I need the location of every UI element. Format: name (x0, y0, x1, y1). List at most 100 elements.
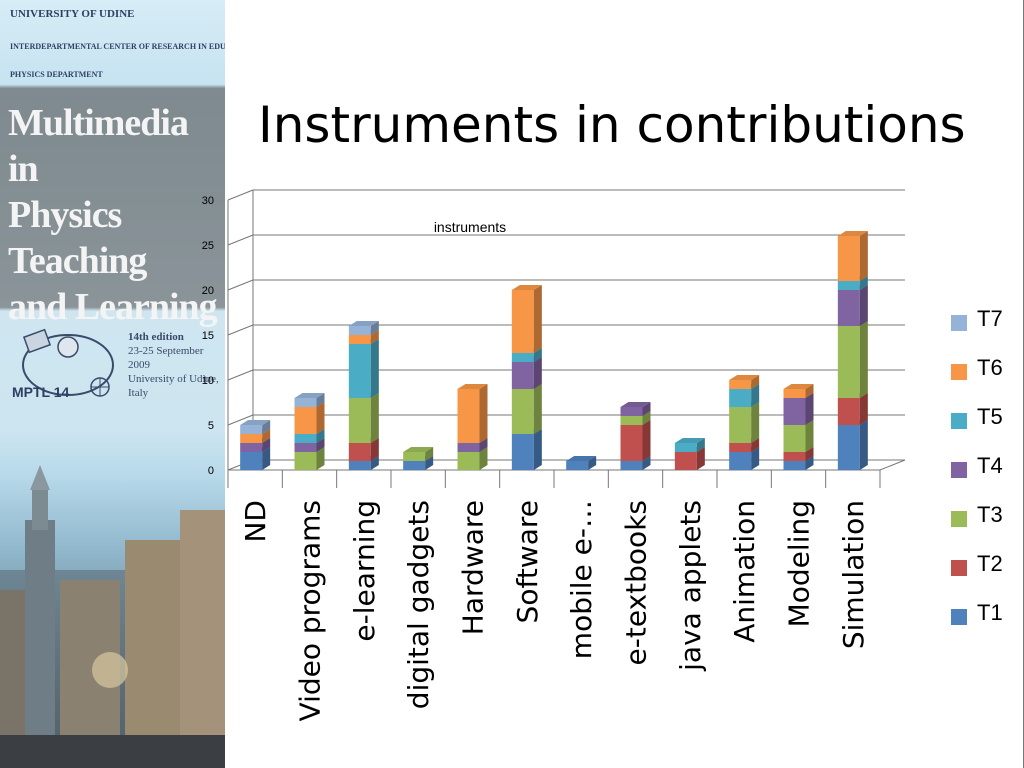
bar-segment-t6 (294, 407, 317, 434)
bar-segment-t1 (620, 461, 643, 470)
bar-segments (240, 231, 868, 470)
slide-title: Instruments in contributions (258, 95, 966, 154)
bar-side-t5 (370, 339, 379, 398)
edition-label: 14th edition (128, 331, 184, 343)
legend-swatch (951, 413, 967, 429)
bar-segment-t4 (457, 443, 480, 452)
bar-segment-t6 (837, 236, 860, 281)
bar-segment-t5 (294, 434, 317, 443)
legend-swatch (951, 609, 967, 625)
bar-segment-t2 (837, 398, 860, 425)
x-tick-label: Video programs (294, 500, 327, 721)
y-axis-tick-labels: 0 5 10 15 20 25 30 (202, 195, 214, 477)
bar-side-t2 (805, 447, 814, 461)
bar-top-t5 (674, 438, 705, 443)
bar-side-t3 (425, 447, 434, 461)
bar-side-t1 (262, 447, 271, 470)
bar-side-t5 (751, 384, 760, 407)
x-tick-label: Hardware (457, 500, 490, 635)
bar-top-t7 (240, 420, 271, 425)
bar-side-t5 (696, 438, 705, 452)
bar-segment-t6 (348, 335, 371, 344)
bar-side-t2 (751, 438, 760, 452)
bar-side-t1 (642, 456, 651, 470)
bar-side-t1 (425, 456, 434, 470)
bar-segment-t5 (837, 281, 860, 290)
bar-side-t1 (588, 456, 597, 470)
floor-edge (879, 459, 906, 471)
conference-banner: UNIVERSITY OF UDINE INTERDEPARTMENTAL CE… (0, 0, 225, 768)
x-tick-label: e-textbooks (620, 500, 653, 665)
bar-segment-t4 (837, 290, 860, 326)
conference-dates: 23-25 September 2009 (128, 345, 204, 371)
legend-swatch (951, 560, 967, 576)
legend-label: T2 (977, 551, 1003, 576)
x-tick-label: java applets (674, 500, 707, 672)
bar-segment-t3 (348, 398, 371, 443)
bar-segment-t2 (729, 443, 752, 452)
bar-segment-t1 (511, 434, 534, 470)
bar-top-t6 (783, 384, 814, 389)
bar-side-t6 (479, 384, 488, 443)
bar-side-t4 (262, 438, 271, 452)
gridline (227, 369, 254, 381)
bar-segment-t6 (240, 434, 263, 443)
bar-side-t4 (479, 438, 488, 452)
bar-side-t3 (642, 411, 651, 425)
bar-side-t7 (316, 393, 325, 407)
edition-info: 14th edition 23-25 September 2009 Univer… (128, 330, 223, 400)
y-tick-label: 0 (208, 465, 214, 477)
x-tick-label: Simulation (837, 500, 870, 649)
bar-segment-t5 (511, 353, 534, 362)
bar-segment-t3 (457, 452, 480, 470)
bar-segment-t6 (729, 380, 752, 389)
gridline (227, 234, 254, 246)
bar-top-t6 (729, 375, 760, 380)
gridline (227, 324, 254, 336)
bar-top-t7 (294, 393, 325, 398)
department-name: PHYSICS DEPARTMENT (10, 70, 103, 79)
bar-side-t2 (859, 393, 868, 425)
bar-segment-t7 (348, 326, 371, 335)
bar-segment-t6 (511, 290, 534, 353)
legend-label: T6 (977, 355, 1003, 380)
bar-segment-t6 (783, 389, 806, 398)
legend-label: T7 (977, 306, 1003, 331)
bar-side-t1 (859, 420, 868, 470)
bar-side-t7 (262, 420, 271, 434)
gridline (227, 279, 254, 291)
bar-top-t7 (348, 321, 379, 326)
x-tick-label: mobile e-… (565, 500, 598, 659)
bar-side-t4 (859, 285, 868, 326)
bar-side-t3 (533, 384, 542, 434)
bar-side-t3 (859, 321, 868, 398)
conference-title-line: Physics Teaching (8, 194, 147, 282)
legend-swatch (951, 364, 967, 380)
bar-segment-t6 (457, 389, 480, 443)
bar-side-t5 (859, 276, 868, 290)
y-tick-label: 20 (202, 285, 214, 297)
conference-title-line: and Learning (8, 286, 218, 328)
bar-segment-t2 (783, 452, 806, 461)
bar-side-t3 (479, 447, 488, 470)
legend-label: T5 (977, 404, 1003, 429)
gridline (227, 189, 254, 201)
conference-title: Multimedia in Physics Teaching and Learn… (8, 100, 218, 330)
bar-side-t6 (316, 402, 325, 434)
bar-segment-t3 (620, 416, 643, 425)
bar-top-t6 (511, 285, 542, 290)
bar-segment-t4 (783, 398, 806, 425)
bar-side-t2 (370, 438, 379, 461)
bar-top-t4 (620, 402, 651, 407)
legend-label: T4 (977, 453, 1003, 478)
bar-segment-t4 (240, 443, 263, 452)
bar-side-t6 (805, 384, 814, 398)
bar-segment-t3 (729, 407, 752, 443)
bar-side-t4 (316, 438, 325, 452)
bar-segment-t1 (348, 461, 371, 470)
bar-side-t3 (316, 447, 325, 470)
bar-side-t4 (533, 357, 542, 389)
x-tick-label: Modeling (783, 500, 816, 627)
legend-label: T1 (977, 600, 1003, 625)
